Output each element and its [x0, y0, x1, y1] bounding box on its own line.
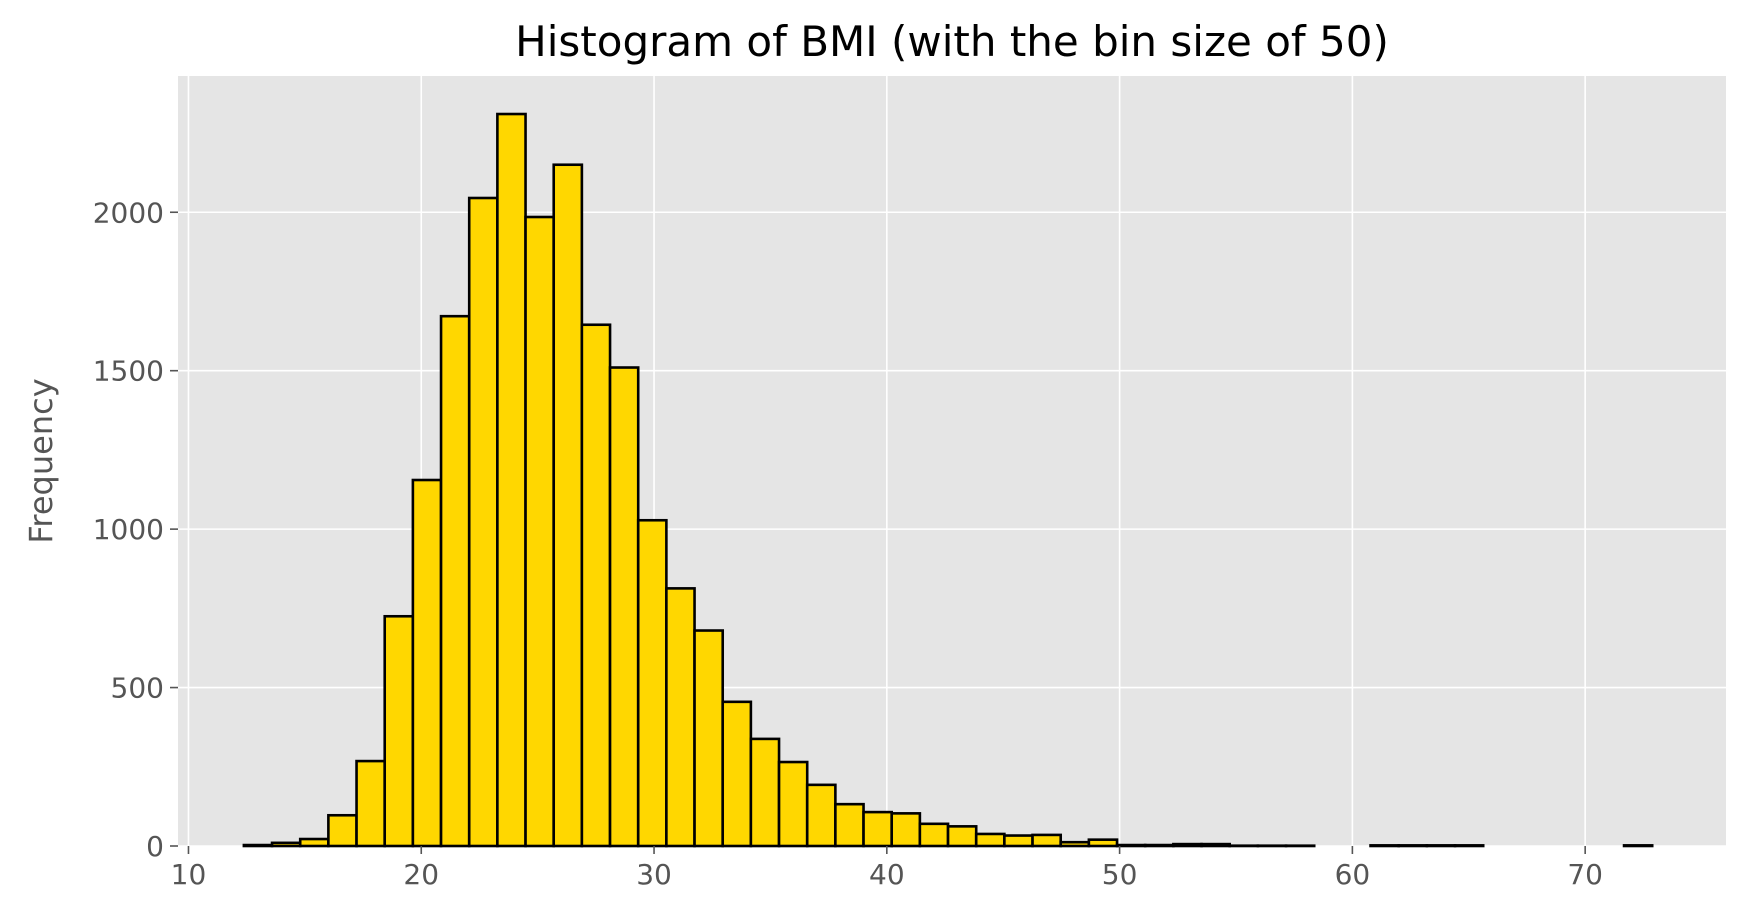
histogram-bar: [946, 825, 978, 848]
histogram-bar: [270, 841, 302, 848]
x-tick-label: 30: [636, 858, 672, 891]
histogram-bar: [552, 163, 584, 848]
histogram-bar: [1031, 833, 1063, 848]
histogram-bar: [608, 366, 640, 848]
histogram-bar: [467, 196, 499, 848]
histogram-bar: [890, 812, 922, 848]
histogram-bar: [524, 215, 556, 848]
y-tick-label: 2000: [93, 196, 164, 229]
histogram-bar: [1172, 842, 1203, 848]
histogram-bar: [383, 614, 415, 848]
histogram-bar: [665, 587, 696, 848]
histogram-bar: [1425, 844, 1457, 848]
x-tick-label: 50: [1102, 858, 1138, 891]
histogram-bar: [721, 700, 753, 848]
histogram-bar: [805, 783, 837, 848]
histogram-bar: [355, 759, 387, 848]
histogram-bar: [1115, 843, 1147, 848]
x-tick-label: 40: [869, 858, 905, 891]
y-tick-label: 1500: [93, 355, 164, 388]
x-tick-label: 20: [403, 858, 439, 891]
chart-title: Histogram of BMI (with the bin size of 5…: [515, 17, 1389, 66]
histogram-bar: [834, 802, 865, 848]
x-tick-label: 60: [1335, 858, 1371, 891]
histogram-bar: [1143, 843, 1175, 848]
x-tick-label: 10: [171, 858, 207, 891]
histogram-bar: [439, 314, 471, 848]
histogram-bar: [1453, 844, 1485, 848]
histogram-bar: [411, 478, 443, 848]
histogram-bar: [1622, 844, 1654, 848]
histogram-bar: [1087, 838, 1119, 848]
y-tick-label: 1000: [93, 513, 164, 546]
histogram-bar: [777, 760, 809, 848]
histogram-bar: [580, 323, 612, 848]
histogram-bar: [1003, 834, 1034, 848]
x-axis-ticks: 10 20 30 40 50 60 70: [171, 846, 1603, 891]
y-axis-label: Frequency: [22, 378, 60, 543]
histogram-bar: [496, 112, 527, 848]
histogram-bar: [918, 822, 950, 848]
histogram-bar: [327, 813, 358, 848]
histogram-bar: [1369, 844, 1401, 848]
histogram-bar: [1397, 844, 1429, 848]
y-tick-label: 500: [111, 672, 164, 705]
histogram-bar: [242, 843, 274, 848]
histogram-bars: [242, 112, 1654, 848]
histogram-bar: [693, 629, 725, 848]
histogram-bar: [298, 837, 330, 848]
y-axis-ticks: 0 500 1000 1500 2000: [93, 196, 178, 863]
histogram-bar: [749, 737, 781, 848]
histogram-bar: [1200, 842, 1232, 848]
histogram-bar: [1059, 840, 1091, 848]
histogram-bar: [636, 518, 668, 848]
x-tick-label: 70: [1567, 858, 1603, 891]
histogram-bar: [862, 810, 894, 848]
histogram-bar: [974, 832, 1006, 848]
y-tick-label: 0: [146, 830, 164, 863]
